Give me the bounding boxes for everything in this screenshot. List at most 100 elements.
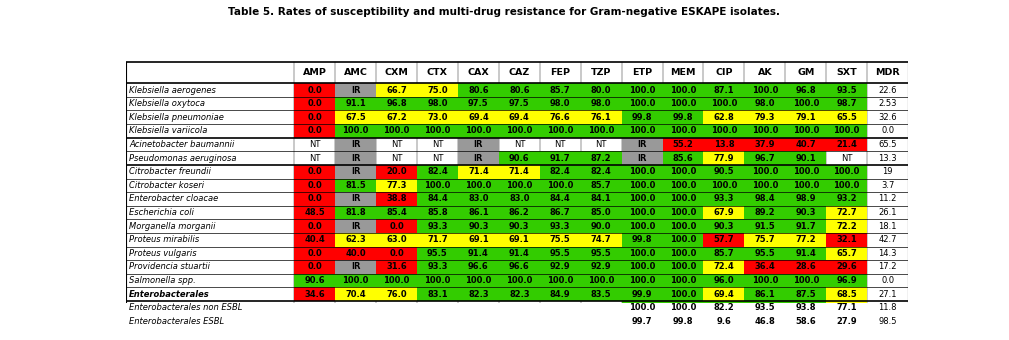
- Bar: [703, 260, 745, 274]
- Text: NT: NT: [432, 140, 443, 149]
- Text: 86.1: 86.1: [468, 208, 488, 217]
- Text: Klebsiella oxytoca: Klebsiella oxytoca: [129, 99, 205, 108]
- Bar: [295, 206, 335, 219]
- Text: AK: AK: [758, 68, 772, 77]
- Bar: [745, 246, 785, 260]
- Bar: [663, 233, 703, 246]
- Text: 93.8: 93.8: [795, 303, 816, 312]
- Text: 100.0: 100.0: [425, 126, 451, 135]
- Text: 90.6: 90.6: [509, 154, 530, 163]
- Text: 0.0: 0.0: [308, 99, 322, 108]
- Bar: [663, 219, 703, 233]
- Bar: [826, 206, 867, 219]
- Text: 69.4: 69.4: [468, 113, 488, 122]
- Text: 84.1: 84.1: [591, 194, 611, 203]
- Bar: [785, 246, 826, 260]
- Bar: [826, 287, 867, 301]
- Bar: [622, 246, 663, 260]
- Bar: [663, 110, 703, 124]
- Bar: [540, 97, 581, 110]
- Text: Klebsiella pneumoniae: Klebsiella pneumoniae: [129, 113, 224, 122]
- Bar: [703, 246, 745, 260]
- Text: 91.7: 91.7: [550, 154, 570, 163]
- Text: 93.3: 93.3: [550, 222, 570, 231]
- Text: IR: IR: [351, 86, 360, 95]
- Text: 0.0: 0.0: [881, 276, 894, 285]
- Text: 100.0: 100.0: [752, 167, 778, 176]
- Text: 100.0: 100.0: [793, 181, 819, 190]
- Bar: [417, 83, 458, 97]
- Bar: [335, 287, 376, 301]
- Bar: [785, 260, 826, 274]
- Text: 97.5: 97.5: [468, 99, 488, 108]
- Text: 37.9: 37.9: [755, 140, 775, 149]
- Text: 100.0: 100.0: [670, 276, 696, 285]
- Bar: [663, 287, 703, 301]
- Text: 100.0: 100.0: [833, 181, 860, 190]
- Text: 22.6: 22.6: [879, 86, 897, 95]
- Bar: [458, 124, 498, 138]
- Text: 99.8: 99.8: [673, 317, 693, 326]
- Text: 99.8: 99.8: [673, 113, 693, 122]
- Text: 21.4: 21.4: [836, 140, 858, 149]
- Text: 100.0: 100.0: [629, 181, 655, 190]
- Bar: [540, 274, 581, 287]
- Text: 79.3: 79.3: [755, 113, 775, 122]
- Bar: [785, 178, 826, 192]
- Text: CTX: CTX: [427, 68, 448, 77]
- Text: 82.2: 82.2: [713, 303, 735, 312]
- Text: NT: NT: [432, 154, 443, 163]
- Bar: [622, 206, 663, 219]
- Bar: [663, 246, 703, 260]
- Text: 85.8: 85.8: [427, 208, 448, 217]
- Bar: [335, 178, 376, 192]
- Text: 0.0: 0.0: [389, 249, 404, 258]
- Bar: [826, 83, 867, 97]
- Text: 92.9: 92.9: [591, 262, 611, 272]
- Bar: [498, 287, 540, 301]
- Text: 86.2: 86.2: [509, 208, 530, 217]
- Bar: [295, 165, 335, 179]
- Text: 0.0: 0.0: [308, 86, 322, 95]
- Bar: [581, 287, 622, 301]
- Text: 100.0: 100.0: [465, 181, 491, 190]
- Text: Citrobacter koseri: Citrobacter koseri: [129, 181, 205, 190]
- Text: 100.0: 100.0: [833, 167, 860, 176]
- Text: 100.0: 100.0: [629, 194, 655, 203]
- Bar: [826, 97, 867, 110]
- Bar: [703, 165, 745, 179]
- Bar: [745, 124, 785, 138]
- Text: 74.7: 74.7: [591, 235, 611, 244]
- Text: 62.3: 62.3: [345, 235, 366, 244]
- Bar: [622, 274, 663, 287]
- Text: 3.7: 3.7: [881, 181, 894, 190]
- Text: 100.0: 100.0: [383, 126, 410, 135]
- Text: 100.0: 100.0: [670, 86, 696, 95]
- Bar: [745, 83, 785, 97]
- Bar: [785, 192, 826, 206]
- Text: 100.0: 100.0: [752, 86, 778, 95]
- Text: 100.0: 100.0: [425, 276, 451, 285]
- Bar: [826, 192, 867, 206]
- Text: 98.5: 98.5: [879, 317, 897, 326]
- Text: 75.5: 75.5: [550, 235, 571, 244]
- Text: 96.8: 96.8: [795, 86, 816, 95]
- Bar: [581, 219, 622, 233]
- Text: 93.5: 93.5: [836, 86, 857, 95]
- Text: 0.0: 0.0: [308, 126, 322, 135]
- Text: 67.9: 67.9: [713, 208, 735, 217]
- Text: Salmonella spp.: Salmonella spp.: [129, 276, 196, 285]
- Bar: [826, 124, 867, 138]
- Text: 100.0: 100.0: [465, 276, 491, 285]
- Text: CAX: CAX: [467, 68, 489, 77]
- Text: 90.3: 90.3: [468, 222, 488, 231]
- Text: 32.1: 32.1: [836, 235, 857, 244]
- Text: 67.2: 67.2: [386, 113, 407, 122]
- Bar: [622, 260, 663, 274]
- Text: AMC: AMC: [344, 68, 367, 77]
- Text: 99.8: 99.8: [632, 113, 653, 122]
- Text: 0.0: 0.0: [308, 262, 322, 272]
- Text: 100.0: 100.0: [670, 181, 696, 190]
- Text: NT: NT: [309, 140, 321, 149]
- Text: 38.8: 38.8: [386, 194, 407, 203]
